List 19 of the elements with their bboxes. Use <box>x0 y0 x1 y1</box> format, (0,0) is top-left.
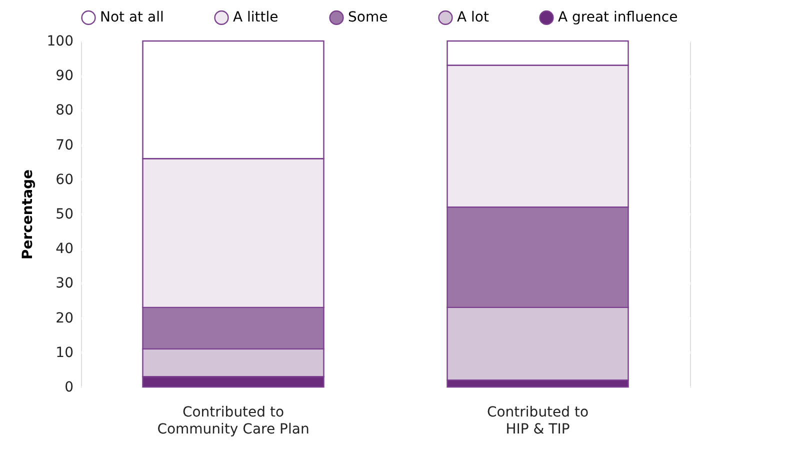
y-tick-label: 60 <box>56 172 74 188</box>
x-tick-label: Contributed to HIP & TIP <box>486 404 589 438</box>
y-tick-label: 50 <box>56 206 74 222</box>
y-axis-title: Percentage <box>20 169 36 260</box>
y-tick-label: 90 <box>56 68 74 84</box>
legend-label: A little <box>233 10 278 26</box>
y-tick-label: 80 <box>56 102 74 119</box>
y-tick-label: 30 <box>56 276 74 292</box>
legend-label: Not at all <box>100 10 164 26</box>
y-tick-label: 0 <box>64 380 74 396</box>
y-tick-label: 10 <box>56 344 74 361</box>
y-tick-label: 40 <box>56 241 74 258</box>
legend-label: Some <box>348 10 388 26</box>
legend-label: A lot <box>457 10 490 26</box>
y-tick-label: 20 <box>56 310 74 326</box>
y-tick-label: 100 <box>46 34 74 50</box>
legend-label: A great influence <box>558 10 678 26</box>
y-tick-label: 70 <box>56 137 74 154</box>
x-tick-label: Contributed to Community Care Plan <box>157 404 310 438</box>
